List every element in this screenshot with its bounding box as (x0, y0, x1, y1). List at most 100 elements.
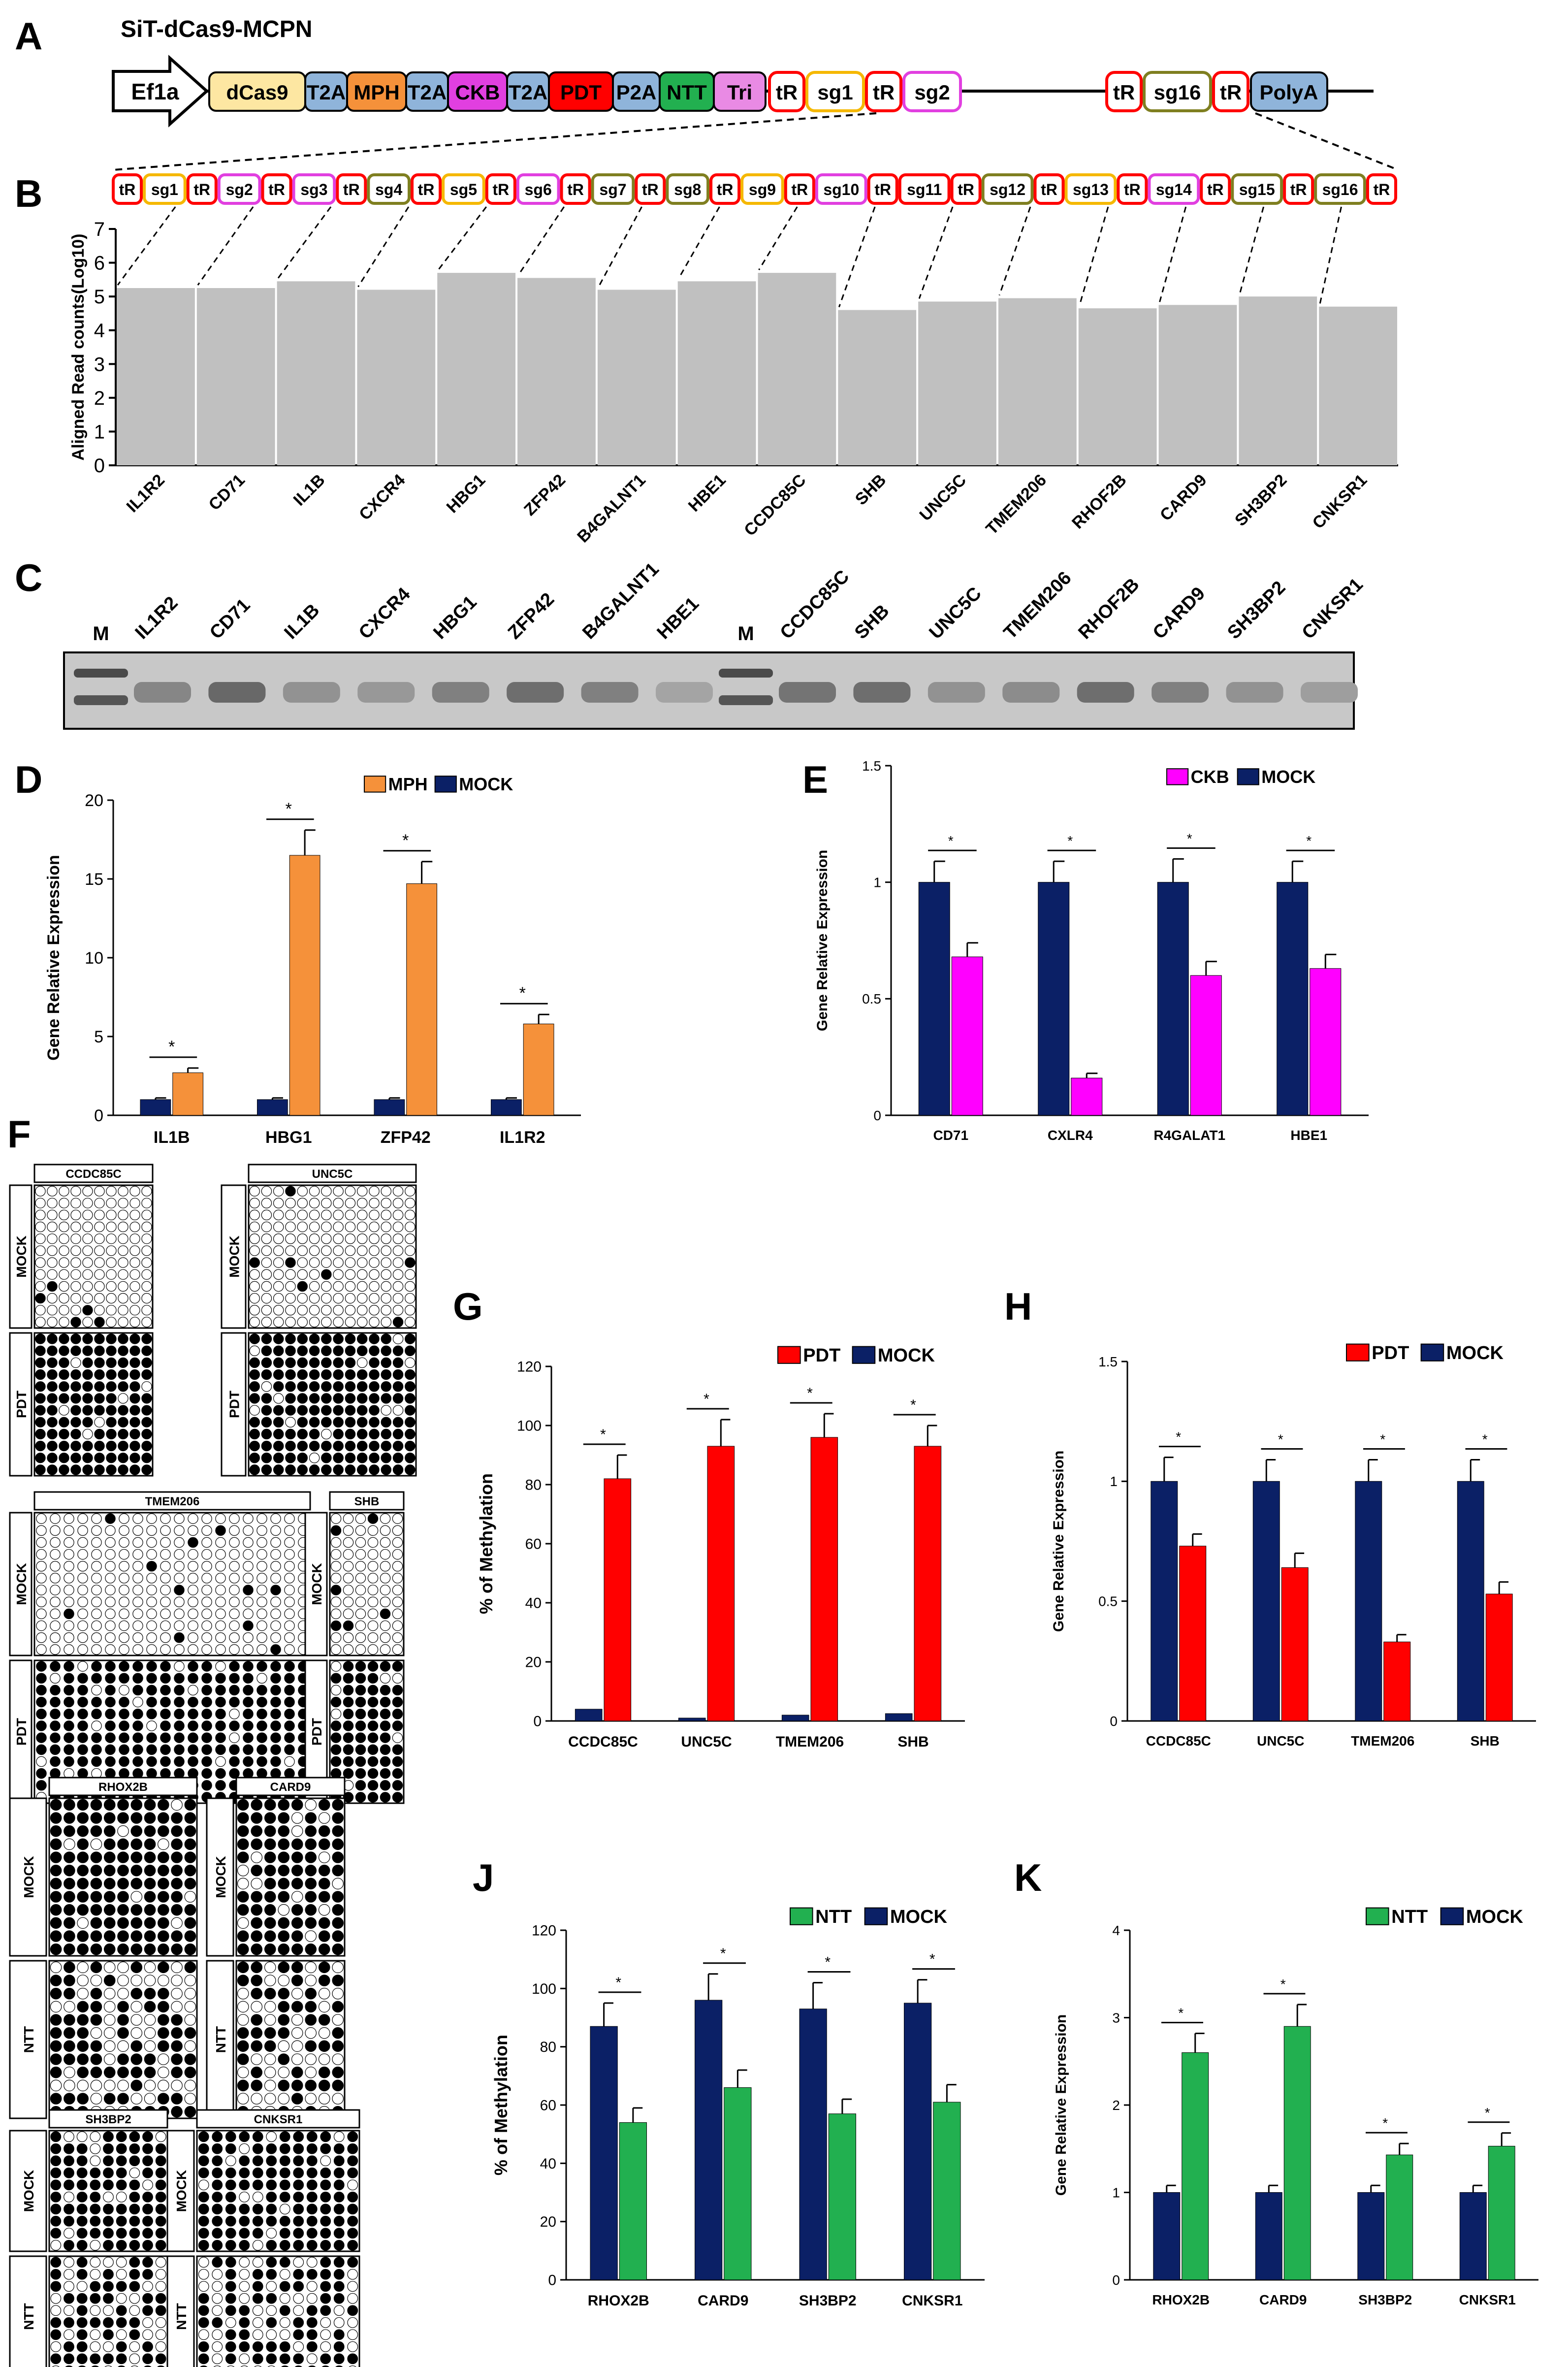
cpg-methylated (117, 2053, 129, 2065)
cpg-unmethylated (119, 1537, 129, 1548)
cpg-methylated (318, 2079, 330, 2092)
cpg-methylated (144, 1851, 156, 1863)
cpg-methylated (94, 1317, 105, 1328)
cpg-methylated (158, 1878, 169, 1890)
cpg-methylated (171, 2053, 183, 2065)
cpg-unmethylated (47, 1257, 58, 1268)
cpg-unmethylated (266, 2305, 277, 2316)
cpg-methylated (144, 2053, 156, 2065)
strip-box-tr (1283, 173, 1314, 205)
legend-swatch-pdt (1346, 1343, 1370, 1362)
cpg-methylated (321, 1417, 332, 1428)
cpg-methylated (129, 1417, 140, 1427)
cpg-unmethylated (146, 1720, 157, 1731)
cpg-unmethylated (158, 1975, 169, 1986)
cpg-methylated (291, 1904, 303, 1916)
cpg-methylated (117, 1930, 129, 1942)
cpg-unmethylated (64, 1561, 74, 1572)
cpg-methylated (59, 1369, 69, 1380)
cpg-methylated (90, 1825, 102, 1837)
cpg-unmethylated (309, 1305, 320, 1316)
cpg-methylated (249, 1428, 260, 1440)
cpg-unmethylated (90, 2143, 101, 2154)
cpg-unmethylated (332, 1878, 344, 1890)
x-tick-label: RHOX2B (588, 2293, 649, 2309)
cpg-methylated (142, 2191, 153, 2203)
cpg-methylated (188, 1696, 198, 1708)
cpg-unmethylated (381, 1281, 392, 1292)
cpg-methylated (50, 1720, 61, 1731)
cpg-methylated (188, 1709, 198, 1719)
cpg-methylated (198, 2167, 209, 2178)
cpg-unmethylated (160, 1644, 171, 1655)
cpg-unmethylated (321, 1198, 332, 1209)
cpg-unmethylated (333, 1257, 344, 1268)
x-tick-label: TMEM206 (776, 1734, 844, 1750)
cpg-methylated (392, 1696, 403, 1708)
cpg-methylated (118, 1464, 128, 1475)
cpg-unmethylated (225, 2317, 236, 2328)
strip-box-sg1 (143, 173, 187, 205)
cpg-methylated (141, 1453, 152, 1463)
cpg-unmethylated (405, 1233, 416, 1244)
cpg-methylated (171, 1878, 183, 1890)
cpg-unmethylated (278, 2040, 290, 2052)
cpg-unmethylated (130, 2014, 143, 2026)
cpg-methylated (330, 1756, 342, 1767)
cpg-methylated (130, 1812, 143, 1824)
bar-mock-unc5c (678, 1718, 706, 1721)
cpg-methylated (158, 2093, 169, 2105)
cpg-methylated (117, 1878, 129, 1890)
cpg-methylated (184, 1878, 196, 1890)
cpg-unmethylated (184, 2014, 196, 2026)
cpg-methylated (35, 1405, 46, 1416)
cpg-methylated (309, 1428, 320, 1440)
map-row-label-box (9, 1184, 32, 1329)
cpg-unmethylated (356, 1269, 368, 1280)
cpg-unmethylated (91, 1644, 102, 1655)
cpg-methylated (256, 1661, 267, 1672)
cpg-methylated (174, 1744, 185, 1755)
cpg-methylated (158, 1851, 169, 1863)
legend-label: PDT (1372, 1343, 1409, 1363)
cpg-unmethylated (381, 1269, 392, 1280)
x-tick-label: CCDC85C (740, 471, 809, 540)
cpg-methylated (356, 1345, 368, 1357)
cpg-methylated (47, 1440, 58, 1452)
cpg-unmethylated (347, 2341, 358, 2352)
cpg-unmethylated (392, 1333, 404, 1344)
construct-element-tri-box (713, 71, 767, 112)
cpg-unmethylated (146, 1573, 157, 1584)
cpg-unmethylated (77, 1585, 88, 1595)
cpg-unmethylated (103, 2191, 114, 2203)
strip-box-tr (485, 173, 516, 205)
y-tick-label: 1 (94, 421, 105, 443)
gel-band (283, 682, 340, 703)
cpg-methylated (94, 1381, 105, 1392)
cpg-methylated (251, 2040, 263, 2052)
cpg-unmethylated (345, 1293, 356, 1304)
cpg-methylated (119, 1732, 129, 1743)
cpg-unmethylated (392, 1561, 403, 1572)
strip-box-label: sg1 (151, 181, 178, 198)
cpg-unmethylated (171, 1799, 183, 1811)
cpg-unmethylated (297, 1317, 308, 1328)
cpg-unmethylated (104, 2365, 112, 2367)
map-row-label: NTT (21, 2026, 36, 2053)
cpg-methylated (117, 1812, 129, 1824)
cpg-unmethylated (330, 1644, 342, 1655)
cpg-unmethylated (367, 1608, 379, 1620)
bar-cd71 (196, 288, 275, 465)
cpg-unmethylated (239, 2191, 250, 2203)
cpg-unmethylated (237, 1917, 249, 1929)
cpg-unmethylated (278, 1904, 290, 1916)
cpg-methylated (78, 2365, 86, 2367)
cpg-unmethylated (90, 2305, 101, 2316)
cpg-methylated (333, 1428, 344, 1440)
cpg-unmethylated (355, 1573, 366, 1584)
cpg-methylated (306, 2131, 318, 2142)
cpg-unmethylated (103, 2027, 116, 2039)
cpg-methylated (306, 2179, 318, 2191)
cpg-methylated (36, 1685, 47, 1696)
cpg-unmethylated (64, 2228, 74, 2239)
